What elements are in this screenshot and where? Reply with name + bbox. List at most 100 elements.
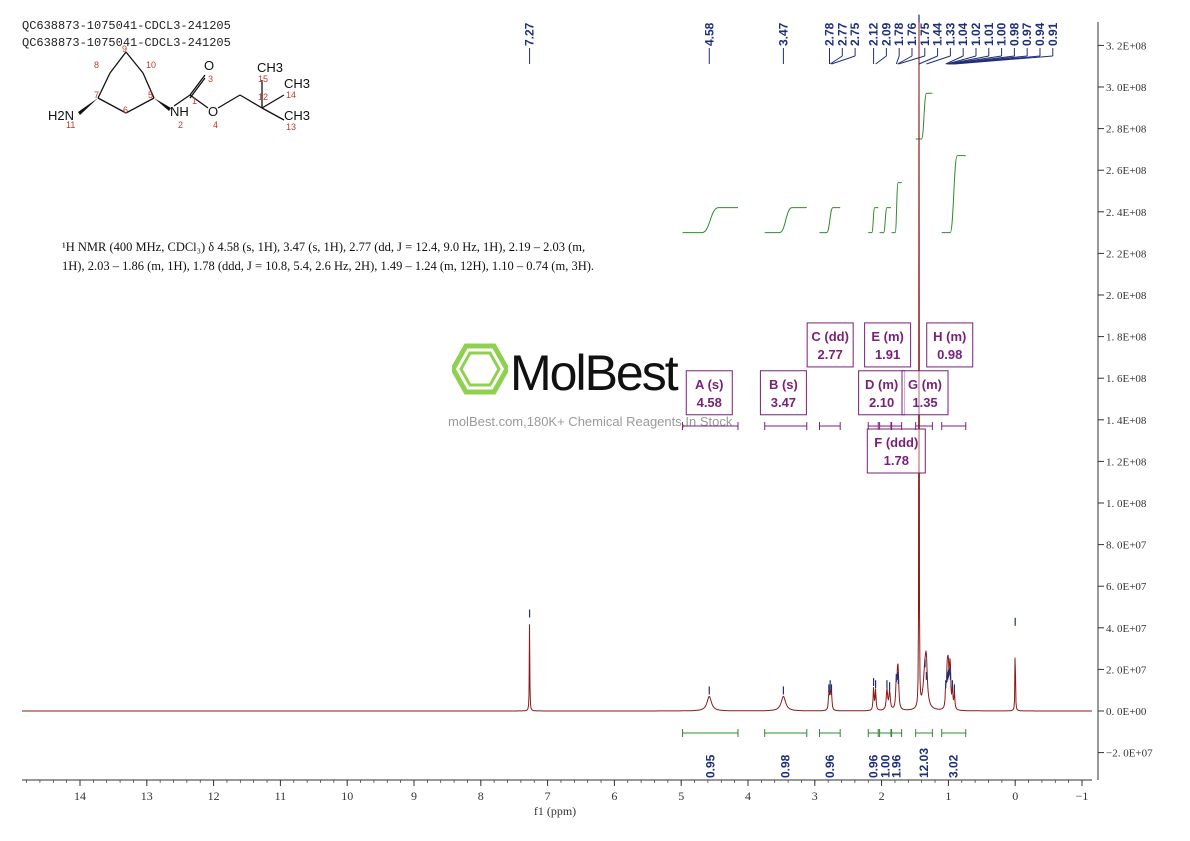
peak-leader bbox=[895, 55, 900, 65]
multiplet-shift: 2.10 bbox=[869, 395, 894, 410]
peak-label: 3.47 bbox=[776, 22, 790, 46]
x-axis-label: f1 (ppm) bbox=[534, 804, 576, 818]
spectrum-line bbox=[22, 21, 1092, 712]
y-tick-label: 2. 8E+08 bbox=[1106, 124, 1147, 136]
peak-label: 1.00 bbox=[995, 22, 1009, 46]
integral-curve bbox=[891, 182, 902, 234]
y-tick-label: 1. 4E+08 bbox=[1106, 415, 1147, 427]
x-tick-label: 12 bbox=[208, 789, 220, 803]
integral-value: 3.02 bbox=[947, 754, 961, 778]
ch3-bottom-label: CH3 bbox=[284, 108, 310, 123]
multiplet-box bbox=[685, 370, 733, 416]
multiplet-label: F (ddd) bbox=[874, 435, 918, 450]
integral-value: 0.96 bbox=[866, 754, 880, 778]
peak-label: 2.09 bbox=[879, 22, 893, 46]
peak-label: 1.44 bbox=[931, 22, 945, 46]
wedge-bond-right bbox=[154, 98, 171, 111]
peak-leader bbox=[926, 55, 951, 65]
integral-value: 12.03 bbox=[917, 748, 931, 778]
multiplet-shift: 3.47 bbox=[771, 395, 796, 410]
peak-leader bbox=[875, 55, 887, 65]
ester-o-label: O bbox=[208, 104, 218, 119]
carbonyl-o-label: O bbox=[204, 58, 214, 73]
integral-value: 1.00 bbox=[878, 754, 892, 778]
peak-label: 1.02 bbox=[969, 22, 983, 46]
hexagon-logo-icon bbox=[452, 343, 508, 395]
peak-leader bbox=[897, 55, 913, 65]
peak-label: 0.97 bbox=[1020, 22, 1034, 46]
y-tick-label: 3. 2E+08 bbox=[1106, 40, 1147, 52]
x-tick-label: 0 bbox=[1012, 789, 1018, 803]
integral-value: 0.96 bbox=[823, 754, 837, 778]
peak-leader bbox=[831, 55, 856, 65]
multiplet-label: H (m) bbox=[933, 329, 966, 344]
ch3-top-label: CH3 bbox=[257, 60, 283, 75]
x-tick-label: 7 bbox=[545, 789, 551, 803]
atom-number-3: 3 bbox=[208, 74, 213, 84]
atom-number-7: 7 bbox=[94, 90, 99, 100]
y-tick-label: 1. 0E+08 bbox=[1106, 498, 1147, 510]
y-tick-label: 1. 6E+08 bbox=[1106, 373, 1147, 385]
y-tick-label: 4. 0E+07 bbox=[1106, 623, 1147, 635]
peak-label: 2.78 bbox=[822, 22, 836, 46]
multiplet-box bbox=[759, 370, 807, 416]
multiplet-box bbox=[858, 370, 906, 416]
peak-label: 1.01 bbox=[982, 22, 996, 46]
atom-number-1: 1 bbox=[192, 96, 197, 106]
amine-label: H2N bbox=[48, 108, 74, 123]
peak-leader bbox=[945, 55, 964, 65]
multiplet-box bbox=[866, 428, 926, 474]
x-tick-label: 4 bbox=[745, 789, 751, 803]
atom-number-4: 4 bbox=[213, 120, 218, 130]
atom-number-15: 15 bbox=[258, 74, 268, 84]
peak-leader bbox=[954, 55, 1053, 65]
y-tick-label: 2. 6E+08 bbox=[1106, 165, 1147, 177]
integral-value: 0.98 bbox=[779, 754, 793, 778]
multiplet-shift: 4.58 bbox=[697, 395, 722, 410]
peak-label: 1.33 bbox=[943, 22, 957, 46]
integral-curve bbox=[764, 207, 807, 234]
atom-number-11: 11 bbox=[66, 120, 75, 130]
peak-leader bbox=[946, 55, 977, 65]
integral-curve bbox=[682, 207, 738, 234]
peak-leader bbox=[829, 55, 843, 65]
integral-curve bbox=[819, 207, 841, 234]
multiplet-box bbox=[926, 322, 974, 368]
x-tick-label: 8 bbox=[478, 789, 484, 803]
y-tick-label: 3. 0E+08 bbox=[1106, 82, 1147, 94]
y-tick-label: 2. 4E+08 bbox=[1106, 207, 1147, 219]
watermark-brand: MolBest bbox=[510, 345, 679, 401]
x-tick-label: 5 bbox=[678, 789, 684, 803]
x-tick-label: 6 bbox=[611, 789, 617, 803]
integral-value: 1.96 bbox=[890, 754, 904, 778]
multiplet-label: G (m) bbox=[908, 377, 942, 392]
y-tick-label: 1. 8E+08 bbox=[1106, 332, 1147, 344]
multiplet-label: C (dd) bbox=[811, 329, 849, 344]
multiplet-box bbox=[864, 322, 912, 368]
y-tick-label: 2. 2E+08 bbox=[1106, 248, 1147, 260]
multiplet-shift: 1.91 bbox=[875, 347, 900, 362]
watermark-text: molBest.com,180K+ Chemical Reagents,In S… bbox=[448, 414, 733, 429]
molecule-structure: H2N NH O O CH3 CH3 CH3 11 2 4 1 3 5 6 7 … bbox=[48, 44, 310, 132]
integral-curve bbox=[868, 207, 879, 234]
nmr-description-line-1: ¹H NMR (400 MHz, CDCl₃) δ 4.58 (s, 1H), … bbox=[62, 240, 586, 254]
integral-curve bbox=[879, 207, 891, 234]
nmr-description: ¹H NMR (400 MHz, CDCl₃) δ 4.58 (s, 1H), … bbox=[62, 238, 662, 276]
peak-label: 2.12 bbox=[867, 22, 881, 46]
nh-label: NH bbox=[170, 104, 189, 119]
multiplet-label: A (s) bbox=[695, 377, 723, 392]
x-tick-label: 14 bbox=[74, 789, 86, 803]
multiplet-label: E (m) bbox=[871, 329, 904, 344]
peak-label: 2.75 bbox=[848, 22, 862, 46]
y-tick-label: 8. 0E+07 bbox=[1106, 540, 1147, 552]
atom-number-9: 9 bbox=[122, 44, 127, 54]
multiplet-label: D (m) bbox=[865, 377, 898, 392]
peak-label: 1.76 bbox=[905, 22, 919, 46]
atom-number-6: 6 bbox=[123, 105, 128, 115]
multiplet-shift: 2.77 bbox=[818, 347, 843, 362]
peak-label: 1.75 bbox=[918, 22, 932, 46]
multiplet-shift: 1.78 bbox=[884, 453, 909, 468]
y-tick-label: 0. 0E+00 bbox=[1106, 706, 1147, 718]
